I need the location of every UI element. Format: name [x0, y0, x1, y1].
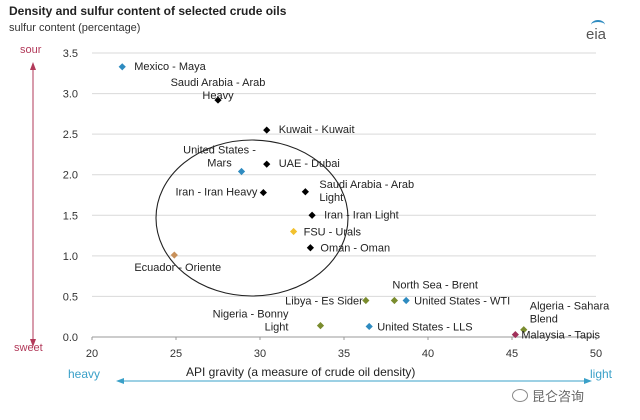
watermark: 昆仑咨询	[512, 386, 584, 405]
data-label: Nigeria - Bonny Light	[213, 309, 289, 334]
data-point	[290, 227, 298, 236]
x-tick-label: 50	[590, 348, 602, 360]
data-label: Algeria - Sahara Blend	[530, 301, 610, 326]
data-label: Oman - Oman	[320, 243, 390, 255]
data-label: Saudi Arabia - Arab Heavy	[171, 77, 266, 102]
y-tick-label: 1.0	[63, 251, 78, 263]
highlight-ellipse	[155, 139, 349, 297]
data-point	[301, 188, 309, 196]
data-point	[214, 96, 222, 104]
watermark-text: 昆仑咨询	[532, 389, 585, 404]
sour-sweet-arrow	[30, 62, 36, 347]
data-label: FSU - Urals	[304, 227, 362, 239]
data-point	[365, 322, 373, 331]
data-label: Iran - Iran Light	[324, 209, 399, 221]
data-point	[308, 211, 316, 219]
heavy-light-arrow	[116, 378, 592, 384]
data-label: Iran - Iran Heavy	[175, 187, 257, 199]
x-tick-label: 25	[170, 348, 182, 360]
data-point	[259, 188, 267, 197]
data-point	[362, 296, 370, 305]
data-points	[118, 63, 528, 339]
x-tick-label: 40	[422, 348, 434, 360]
y-axis-title: sulfur content (percentage)	[9, 22, 141, 34]
x-tick-label: 35	[338, 348, 350, 360]
data-label: Libya - Es Sider	[285, 295, 363, 307]
data-point	[511, 330, 519, 339]
y-tick-label: 2.5	[63, 129, 78, 141]
data-label: Malaysia - Tapis	[521, 330, 600, 342]
sweet-label: sweet	[14, 342, 43, 354]
data-point	[316, 322, 325, 330]
y-tick-label: 3.5	[63, 48, 78, 60]
y-tick-label: 0.5	[63, 291, 78, 303]
data-point	[306, 244, 314, 252]
axis-lines	[91, 336, 597, 340]
data-label: United States - WTI	[414, 295, 510, 307]
light-label: light	[590, 367, 613, 381]
data-label: Mexico - Maya	[134, 61, 206, 73]
data-label: UAE - Dubai	[279, 158, 340, 170]
chart-title: Density and sulfur content of selected c…	[9, 4, 287, 18]
data-label: Ecuador - Oriente	[134, 262, 221, 274]
grid-lines	[92, 52, 596, 297]
x-tick-label: 20	[86, 348, 98, 360]
x-tick-label: 45	[506, 348, 518, 360]
data-point	[402, 296, 410, 305]
y-tick-label: 3.0	[63, 89, 78, 101]
data-point	[170, 251, 178, 259]
eia-logo-mark-icon	[591, 20, 605, 30]
x-axis-title: API gravity (a measure of crude oil dens…	[186, 365, 416, 379]
x-tick-label: 30	[254, 348, 266, 360]
y-tick-label: 2.0	[63, 170, 78, 182]
data-point	[263, 126, 271, 134]
data-point	[520, 326, 528, 334]
data-point	[390, 296, 398, 305]
data-label: Saudi Arabia - Arab Light	[319, 179, 414, 204]
y-tick-label: 1.5	[63, 210, 78, 222]
data-label: North Sea - Brent	[392, 279, 478, 291]
data-label: Kuwait - Kuwait	[279, 124, 355, 136]
data-point	[263, 160, 271, 168]
x-tick-labels: 20 25 30 35 40 45 50	[86, 348, 602, 360]
data-point	[118, 63, 126, 71]
eia-logo: eia	[582, 20, 612, 44]
wechat-icon	[512, 389, 528, 402]
y-tick-labels: 0.0 0.5 1.0 1.5 2.0 2.5 3.0 3.5	[63, 48, 78, 344]
y-tick-label: 0.0	[63, 332, 78, 344]
sour-label: sour	[20, 44, 42, 56]
data-label: United States -Mars	[183, 144, 256, 169]
data-point	[237, 167, 246, 176]
data-labels: Mexico - Maya Saudi Arabia - Arab Heavy Kuw…	[134, 61, 610, 342]
heavy-label: heavy	[68, 367, 101, 381]
eia-logo-text: eia	[586, 26, 607, 43]
data-label: United States - LLS	[377, 321, 472, 333]
